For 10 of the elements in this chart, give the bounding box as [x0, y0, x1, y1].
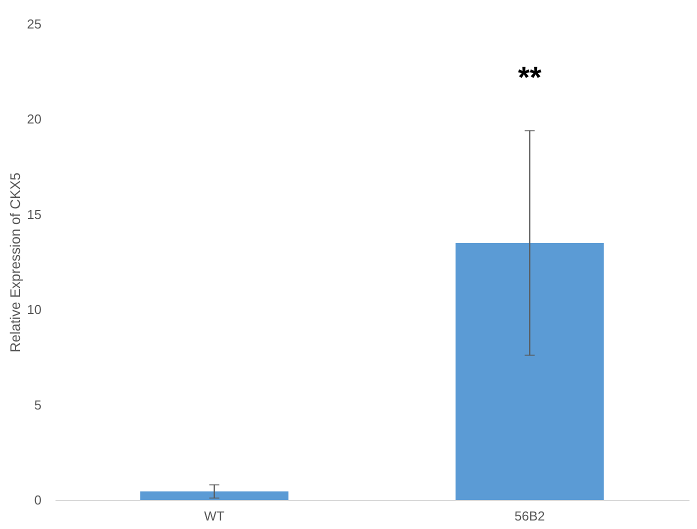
y-tick-label: 20: [27, 112, 42, 127]
y-tick-label: 5: [34, 397, 42, 412]
annotation: **: [518, 61, 542, 94]
x-tick-label: WT: [204, 508, 224, 524]
y-axis-title: Relative Expression of CKX5: [7, 172, 24, 352]
y-tick-label: 25: [27, 16, 42, 32]
x-tick-label: 56B2: [514, 508, 545, 524]
y-tick-label: 0: [34, 492, 42, 508]
y-tick-label: 15: [27, 206, 42, 222]
y-tick-label: 10: [27, 302, 42, 318]
